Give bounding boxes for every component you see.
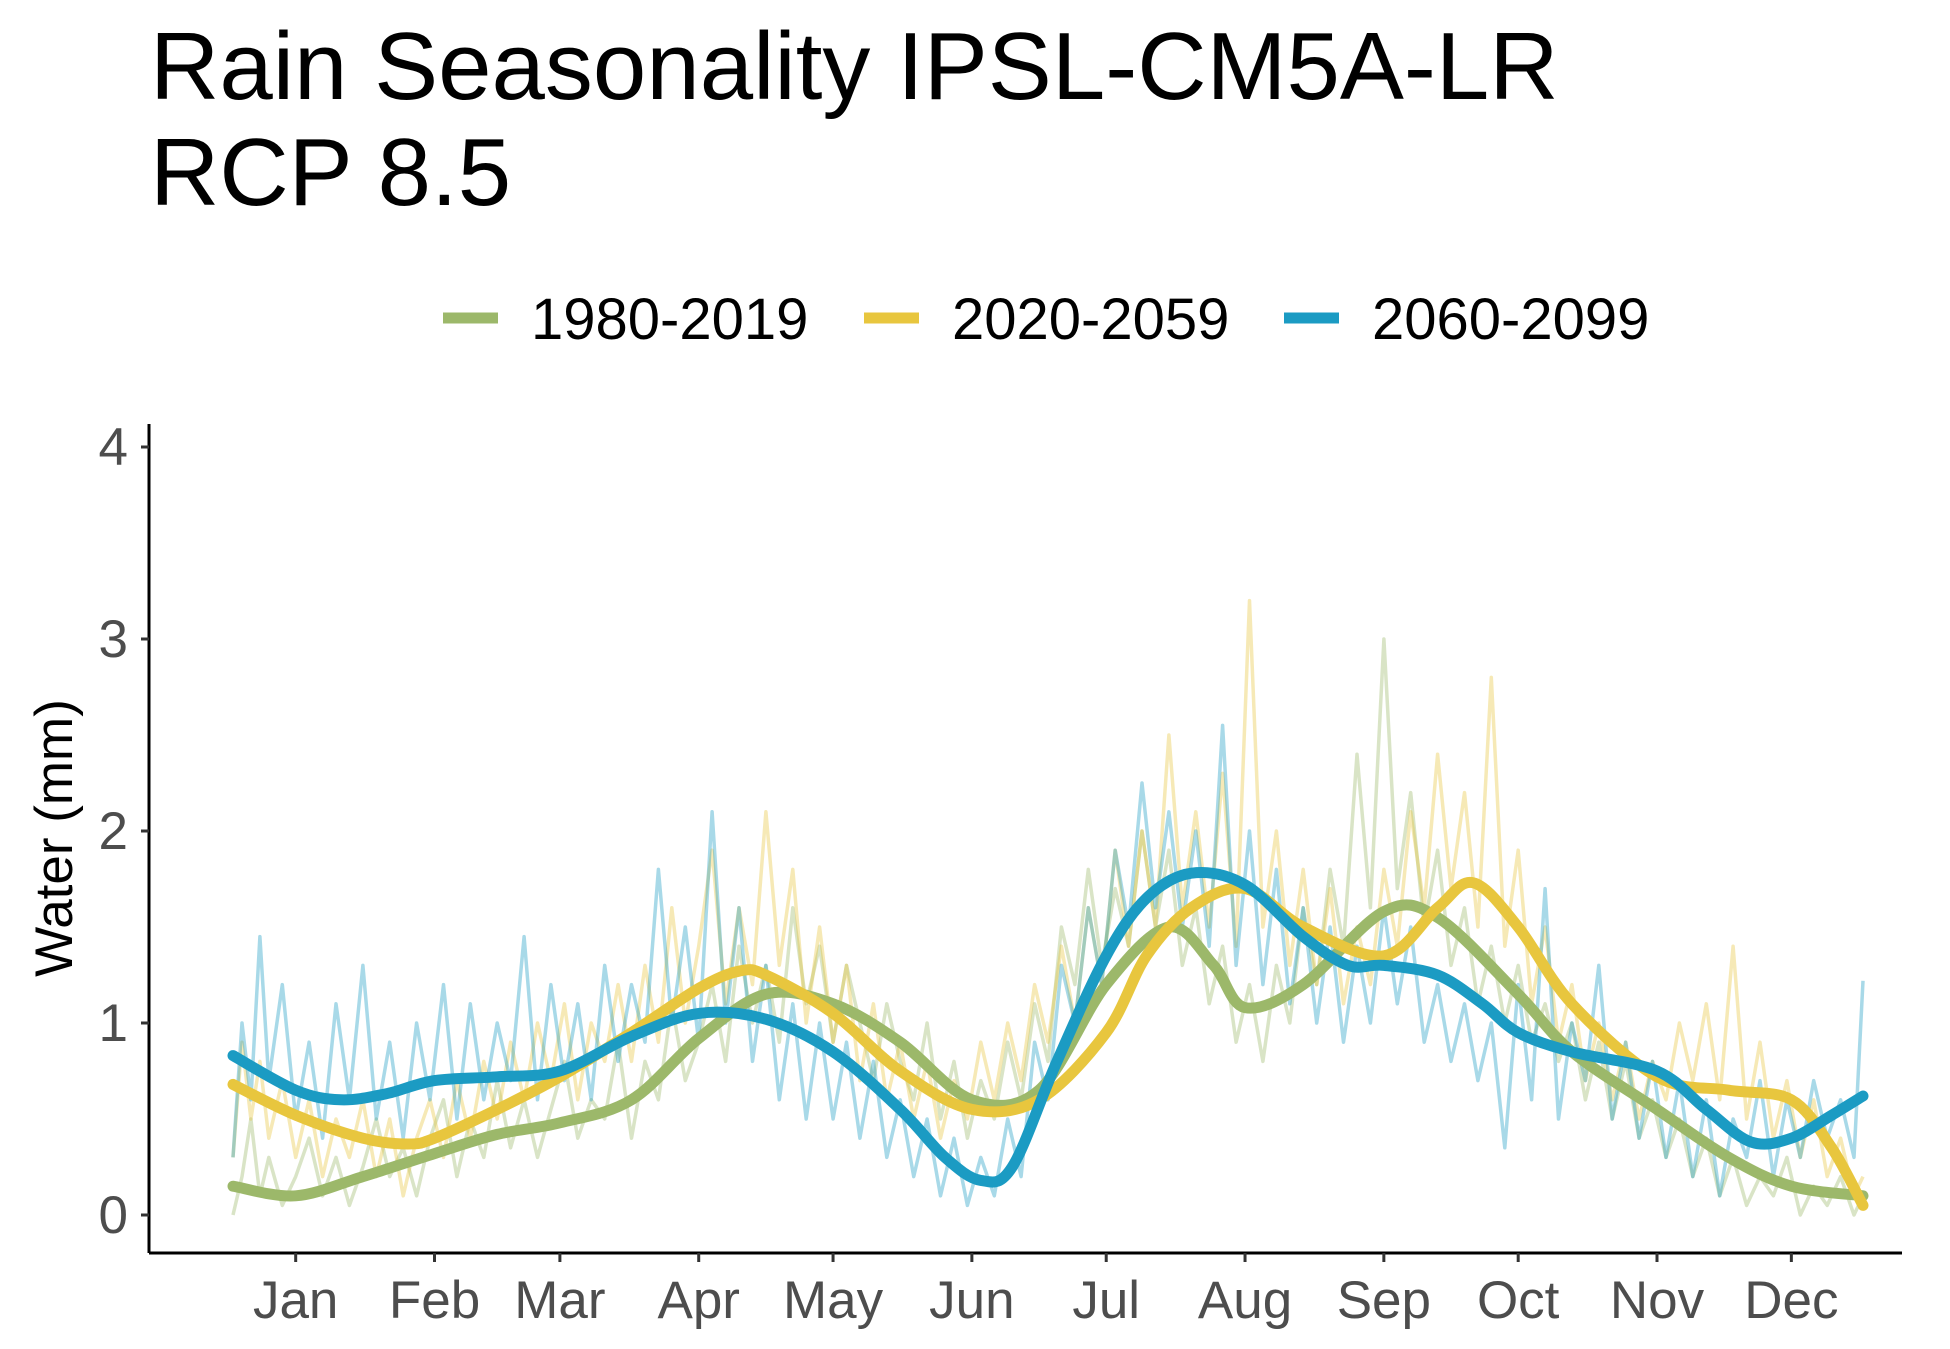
x-tick-label: Feb: [389, 1271, 480, 1330]
y-tick-label: 3: [99, 610, 128, 669]
x-tick-label: Oct: [1477, 1271, 1560, 1330]
x-tick-label: Nov: [1610, 1271, 1705, 1330]
y-axis-title: Water (mm): [25, 699, 84, 977]
smooth-series-line: [227, 876, 1869, 1211]
legend-label: 2020-2059: [952, 287, 1229, 352]
x-tick-label: May: [783, 1271, 884, 1330]
x-tick-label: Mar: [514, 1271, 605, 1330]
chart-title: Rain Seasonality IPSL-CM5A-LR RCP 8.5: [150, 14, 1559, 226]
chart-title-line-1: Rain Seasonality IPSL-CM5A-LR: [150, 13, 1559, 120]
x-tick-label: Jan: [253, 1271, 338, 1330]
y-tick-label: 0: [99, 1186, 128, 1245]
y-tick-label: 1: [99, 994, 128, 1053]
x-tick-label: Dec: [1744, 1271, 1838, 1330]
chart-legend: 1980-2019 2020-2059 2060-2099: [443, 287, 1649, 352]
smooth-series-line: [227, 867, 1869, 1188]
raw-series-line: [231, 598, 1865, 1198]
x-tick-label: Aug: [1198, 1271, 1292, 1330]
legend-label: 1980-2019: [531, 287, 808, 352]
y-axis-ticks: 0 1 2 3 4: [99, 418, 149, 1245]
raw-series-line: [231, 723, 1865, 1208]
smooth-series-lines: [227, 867, 1869, 1211]
raw-series-line: [231, 637, 1865, 1217]
x-tick-label: Jun: [929, 1271, 1014, 1330]
x-tick-label: Jul: [1072, 1271, 1140, 1330]
chart-title-line-2: RCP 8.5: [150, 119, 512, 226]
x-tick-label: Apr: [657, 1271, 739, 1330]
x-axis-ticks: Jan Feb Mar Apr May Jun Jul Aug Sep Oct Nov Dec: [253, 1253, 1838, 1330]
x-tick-label: Sep: [1337, 1271, 1431, 1330]
y-tick-label: 2: [99, 802, 128, 861]
legend-label: 2060-2099: [1372, 287, 1649, 352]
y-tick-label: 4: [99, 418, 128, 477]
